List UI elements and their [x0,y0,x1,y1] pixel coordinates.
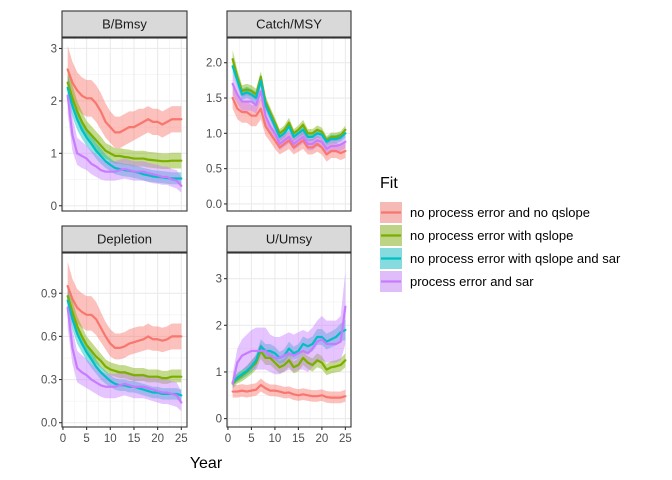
panel-u-umsy: U/Umsy 0 1 2 3 0 5 10 15 20 25 [216,225,352,445]
ribbon-no-process-error-with-qslope [232,50,346,145]
facet-strip-label: B/Bmsy [102,17,147,32]
line-no-process-error-with-qslope [66,295,183,380]
legend-entry-no-process-error-and-no-qslope: no process error and no qslope [380,202,590,223]
legend-label: no process error and no qslope [410,205,590,220]
y-tick-label: 0.9 [41,288,57,300]
y-tick-label: 1.0 [206,128,222,140]
line-no-process-error-with-qslope-and-sar [231,328,347,384]
x-tick-label: 0 [60,433,66,445]
facet-strip-label: U/Umsy [266,232,313,247]
y-tick-label: 1 [216,367,222,379]
facet-strip [226,10,352,38]
ribbon-no-process-error-and-no-qslope [67,261,182,360]
ribbon-no-process-error-with-qslope [67,284,182,384]
legend-label: process error and sar [410,274,534,289]
legend-entry-no-process-error-with-qslope-and-sar: no process error with qslope and sar [380,248,621,269]
y-tick-label: 3 [216,274,222,286]
x-tick-label: 20 [151,433,164,445]
line-no-process-error-and-no-qslope [231,383,347,399]
x-axis-title: Year [190,455,223,472]
y-tick-label: 3 [51,43,57,55]
line-no-process-error-and-no-qslope [231,96,347,156]
x-tick-label: 15 [128,433,141,445]
line-no-process-error-and-no-qslope [66,284,183,350]
y-tick-label: 1.5 [206,93,222,105]
ribbon-no-process-error-with-qslope [232,343,346,389]
line-process-error-and-sar [66,306,183,404]
panel-b-bmsy: B/Bmsy 0 1 2 3 [51,10,188,213]
legend-entry-process-error-and-sar: process error and sar [380,271,534,292]
panel-border [61,252,188,428]
x-tick-label: 20 [315,433,328,445]
y-tick-label: 0.0 [206,199,222,211]
ribbon-process-error-and-sar [67,74,182,193]
panels-layer: B/Bmsy 0 1 2 3 Catch/MSY 0.0 0.5 1.0 1.5 2.0 Deplet… [41,10,352,445]
x-tick-label: 10 [104,433,117,445]
facet-strip [61,10,188,38]
legend: Fit no process error and no qslope no pro… [380,175,621,292]
ribbon-no-process-error-with-qslope-and-sar [67,74,182,185]
y-tick-label: 0.0 [41,418,57,430]
legend-entry-no-process-error-with-qslope: no process error with qslope [380,225,573,246]
facet-strip [61,225,188,253]
facet-strip-label: Depletion [97,232,152,247]
panel-border [61,37,188,212]
line-no-process-error-and-no-qslope [66,68,183,134]
y-tick-label: 2.0 [206,58,222,70]
y-tick-label: 2 [51,96,57,108]
y-tick-label: 1 [51,148,57,160]
facet-strip [226,225,352,253]
x-tick-label: 25 [175,433,188,445]
line-no-process-error-with-qslope-and-sar [66,299,183,397]
ribbon-process-error-and-sar [67,284,182,412]
line-no-process-error-with-qslope-and-sar [231,65,347,143]
y-tick-label: 0.5 [206,164,222,176]
x-tick-label: 5 [83,433,89,445]
line-no-process-error-with-qslope [66,81,183,163]
ribbon-no-process-error-and-no-qslope [232,85,346,162]
line-process-error-and-sar [231,82,347,150]
x-tick-label: 5 [248,433,254,445]
line-process-error-and-sar [66,94,183,187]
panel-depletion: Depletion 0.0 0.3 0.6 0.9 0 5 10 15 20 25 [41,225,188,445]
y-tick-label: 0.6 [41,331,57,343]
y-tick-label: 0 [216,414,222,426]
panel-catch-msy: Catch/MSY 0.0 0.5 1.0 1.5 2.0 [206,10,352,212]
panel-border [226,252,352,428]
y-tick-label: 2 [216,320,222,332]
x-tick-label: 0 [225,433,231,445]
y-tick-label: 0.3 [41,375,57,387]
x-tick-label: 10 [269,433,282,445]
panel-border [226,37,352,212]
legend-label: no process error with qslope [410,228,573,243]
ribbon-no-process-error-with-qslope [67,69,182,170]
legend-label: no process error with qslope and sar [410,251,621,266]
line-process-error-and-sar [231,305,347,385]
ribbon-no-process-error-with-qslope-and-sar [67,288,182,402]
y-tick-label: 0 [51,201,57,213]
legend-title: Fit [380,175,398,192]
facet-strip-label: Catch/MSY [256,17,322,32]
x-tick-label: 25 [339,433,352,445]
x-tick-label: 15 [292,433,305,445]
